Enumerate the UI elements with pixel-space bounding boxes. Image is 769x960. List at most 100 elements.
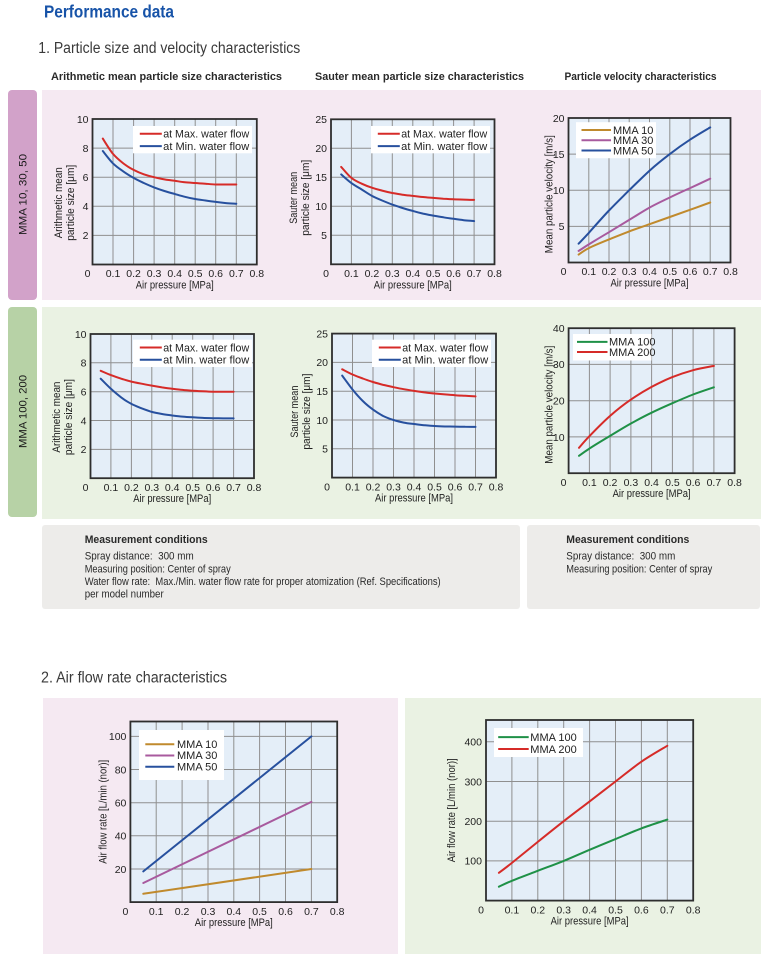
svg-text:15: 15 — [315, 172, 327, 184]
svg-text:0.8: 0.8 — [330, 906, 345, 918]
svg-text:Air pressure [MPa]: Air pressure [MPa] — [133, 493, 211, 505]
svg-text:0.6: 0.6 — [208, 268, 223, 280]
svg-text:Mean particle velocity [m/s]: Mean particle velocity [m/s] — [544, 135, 556, 253]
svg-text:0.7: 0.7 — [229, 268, 244, 280]
svg-text:Performance data: Performance data — [44, 2, 174, 22]
svg-text:0: 0 — [561, 266, 567, 278]
svg-text:0.6: 0.6 — [448, 481, 463, 493]
svg-text:at Max. water flow: at Max. water flow — [401, 129, 487, 141]
svg-text:Arithmetic mean particle size: Arithmetic mean particle size characteri… — [51, 71, 282, 83]
svg-text:0.1: 0.1 — [149, 906, 164, 918]
svg-text:MMA 100: MMA 100 — [609, 337, 655, 349]
svg-text:0.8: 0.8 — [489, 481, 504, 493]
svg-text:5: 5 — [559, 221, 565, 233]
svg-text:15: 15 — [316, 386, 328, 398]
svg-text:Air pressure [MPa]: Air pressure [MPa] — [136, 280, 214, 292]
svg-text:0.2: 0.2 — [365, 268, 380, 280]
svg-text:Sauter mean: Sauter mean — [288, 172, 300, 224]
svg-text:0.4: 0.4 — [165, 482, 180, 494]
svg-text:0.4: 0.4 — [226, 906, 241, 918]
svg-text:0.3: 0.3 — [385, 268, 400, 280]
svg-text:6: 6 — [81, 387, 87, 399]
svg-text:MMA 100: MMA 100 — [530, 732, 576, 744]
svg-text:particle size [μm]: particle size [μm] — [63, 379, 75, 455]
svg-text:8: 8 — [83, 143, 89, 155]
svg-text:0.5: 0.5 — [185, 482, 200, 494]
svg-text:0.8: 0.8 — [686, 904, 701, 916]
svg-text:0: 0 — [478, 904, 484, 916]
svg-text:0.5: 0.5 — [188, 268, 203, 280]
svg-text:20: 20 — [553, 113, 565, 125]
svg-text:0.4: 0.4 — [582, 904, 597, 916]
svg-text:at Max. water flow: at Max. water flow — [163, 129, 249, 141]
svg-text:0.6: 0.6 — [686, 477, 701, 489]
svg-text:0.3: 0.3 — [624, 477, 639, 489]
svg-text:MMA 200: MMA 200 — [609, 347, 655, 359]
svg-text:0: 0 — [323, 268, 329, 280]
svg-text:5: 5 — [322, 444, 328, 456]
svg-text:0.3: 0.3 — [556, 904, 571, 916]
svg-text:0.2: 0.2 — [175, 906, 190, 918]
svg-text:Air pressure [MPa]: Air pressure [MPa] — [613, 488, 691, 500]
svg-text:MMA 10: MMA 10 — [177, 739, 217, 751]
svg-text:60: 60 — [115, 798, 127, 810]
svg-text:0: 0 — [561, 477, 567, 489]
svg-text:10: 10 — [75, 329, 87, 341]
svg-text:0.1: 0.1 — [344, 268, 359, 280]
svg-text:0.6: 0.6 — [683, 266, 698, 278]
svg-text:20: 20 — [315, 143, 327, 155]
svg-text:MMA 10, 30, 50: MMA 10, 30, 50 — [18, 154, 30, 235]
svg-text:Air pressure [MPa]: Air pressure [MPa] — [551, 916, 629, 928]
svg-text:0.4: 0.4 — [167, 268, 182, 280]
svg-text:at Min. water flow: at Min. water flow — [401, 141, 487, 153]
svg-text:0.5: 0.5 — [665, 477, 680, 489]
svg-text:0.1: 0.1 — [104, 482, 119, 494]
svg-text:25: 25 — [316, 328, 328, 340]
svg-text:0.4: 0.4 — [407, 481, 422, 493]
svg-text:0.1: 0.1 — [345, 481, 360, 493]
svg-text:Measurement conditions: Measurement conditions — [85, 534, 208, 546]
svg-text:6: 6 — [83, 172, 89, 184]
svg-text:MMA 100, 200: MMA 100, 200 — [18, 375, 30, 448]
svg-text:Mean particle velocity [m/s]: Mean particle velocity [m/s] — [544, 346, 556, 464]
svg-text:400: 400 — [464, 737, 482, 749]
svg-text:2: 2 — [81, 444, 87, 456]
svg-text:at Max. water flow: at Max. water flow — [163, 342, 249, 354]
svg-text:0.7: 0.7 — [304, 906, 319, 918]
svg-text:0.6: 0.6 — [446, 268, 461, 280]
svg-text:20: 20 — [316, 357, 328, 369]
svg-text:0.6: 0.6 — [206, 482, 221, 494]
svg-text:5: 5 — [321, 230, 327, 242]
svg-text:200: 200 — [464, 816, 482, 828]
svg-text:Sauter mean particle size char: Sauter mean particle size characteristic… — [315, 71, 524, 83]
svg-text:1. Particle size and velocity: 1. Particle size and velocity characteri… — [38, 40, 300, 57]
svg-text:0.5: 0.5 — [662, 266, 677, 278]
svg-text:0.2: 0.2 — [124, 482, 139, 494]
svg-text:0.7: 0.7 — [707, 477, 722, 489]
svg-text:10: 10 — [553, 432, 565, 444]
svg-text:0.3: 0.3 — [147, 268, 162, 280]
svg-text:40: 40 — [553, 323, 565, 335]
svg-text:0.8: 0.8 — [247, 482, 262, 494]
svg-text:20: 20 — [115, 864, 127, 876]
svg-text:Sauter mean: Sauter mean — [289, 386, 301, 438]
svg-text:particle size [μm]: particle size [μm] — [300, 160, 312, 236]
svg-text:2. Air flow rate characteristi: 2. Air flow rate characteristics — [41, 670, 227, 687]
svg-text:0: 0 — [122, 906, 128, 918]
svg-text:0.2: 0.2 — [530, 904, 545, 916]
svg-text:30: 30 — [553, 359, 565, 371]
svg-text:MMA 30: MMA 30 — [177, 750, 217, 762]
svg-text:0.1: 0.1 — [505, 904, 520, 916]
svg-text:0.7: 0.7 — [226, 482, 241, 494]
svg-text:0.3: 0.3 — [144, 482, 159, 494]
svg-text:MMA 50: MMA 50 — [613, 145, 653, 157]
svg-text:0.3: 0.3 — [201, 906, 216, 918]
svg-text:0.7: 0.7 — [468, 481, 483, 493]
svg-text:15: 15 — [553, 149, 565, 161]
svg-text:0.1: 0.1 — [581, 266, 596, 278]
svg-text:MMA 50: MMA 50 — [177, 762, 217, 774]
svg-text:0.3: 0.3 — [622, 266, 637, 278]
svg-text:at Max. water flow: at Max. water flow — [402, 342, 488, 354]
svg-text:Air pressure [MPa]: Air pressure [MPa] — [611, 278, 689, 290]
svg-text:4: 4 — [81, 415, 87, 427]
